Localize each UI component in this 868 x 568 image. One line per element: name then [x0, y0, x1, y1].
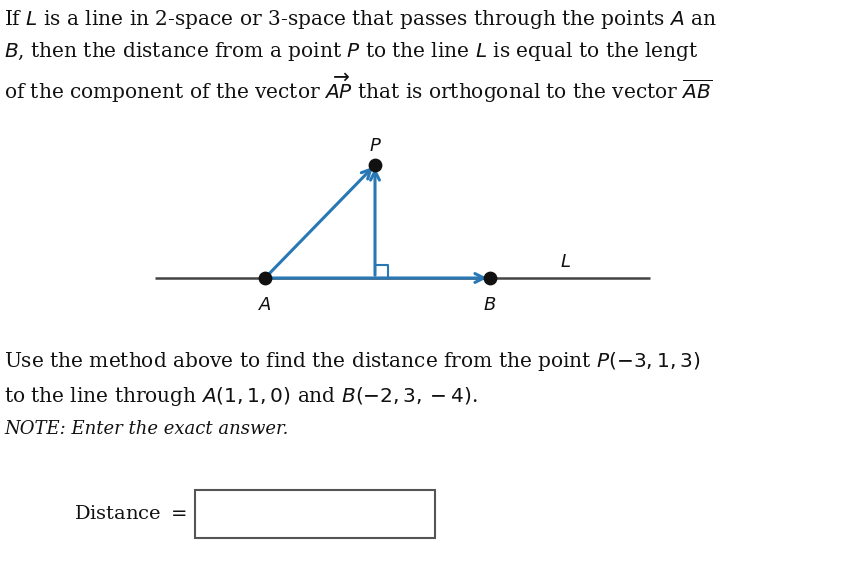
Text: to the line through $A(1, 1, 0)$ and $B(-2, 3, -4)$.: to the line through $A(1, 1, 0)$ and $B(… — [4, 385, 478, 408]
Text: If $L$ is a line in 2-space or 3-space that passes through the points $A$ an: If $L$ is a line in 2-space or 3-space t… — [4, 8, 717, 31]
Text: Distance $=$: Distance $=$ — [75, 505, 187, 523]
Text: Use the method above to find the distance from the point $P(-3, 1, 3)$: Use the method above to find the distanc… — [4, 350, 700, 373]
Text: of the component of the vector $\overrightarrow{AP}$ that is orthogonal to the v: of the component of the vector $\overrig… — [4, 72, 712, 105]
Text: $B$: $B$ — [483, 296, 496, 314]
Point — [483, 273, 497, 282]
Point — [368, 160, 382, 169]
Text: $A$: $A$ — [258, 296, 272, 314]
Text: NOTE: Enter the exact answer.: NOTE: Enter the exact answer. — [4, 420, 288, 438]
Point — [258, 273, 272, 282]
Text: $P$: $P$ — [369, 137, 381, 155]
Text: $L$: $L$ — [560, 253, 571, 271]
Bar — [195, 490, 435, 538]
Text: $B$, then the distance from a point $P$ to the line $L$ is equal to the lengt: $B$, then the distance from a point $P$ … — [4, 40, 699, 63]
